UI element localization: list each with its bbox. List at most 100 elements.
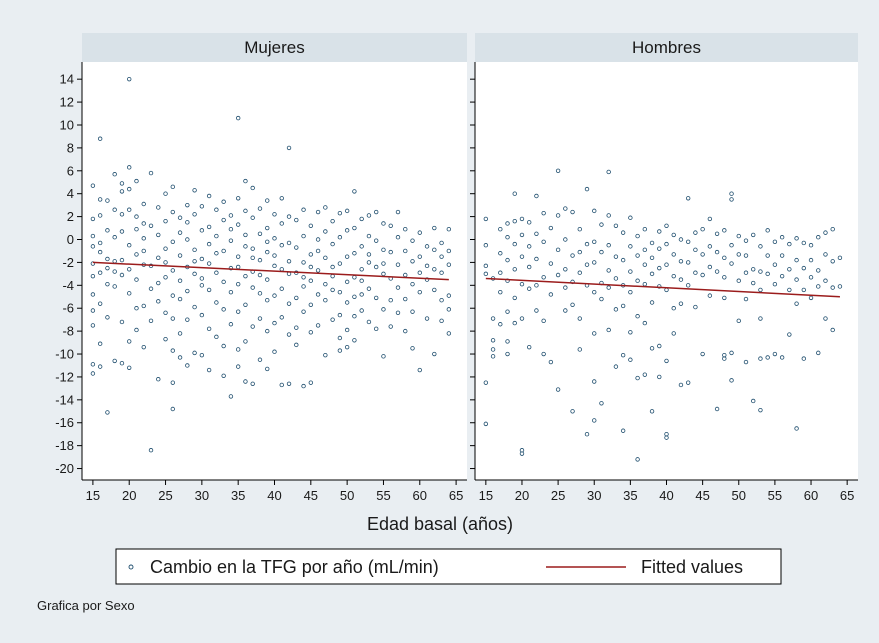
data-point xyxy=(678,382,684,388)
data-point xyxy=(613,276,619,281)
data-point xyxy=(808,243,814,248)
data-point xyxy=(359,308,364,313)
data-point xyxy=(141,344,146,350)
data-point xyxy=(439,254,444,259)
data-point xyxy=(228,226,234,232)
data-point xyxy=(657,246,662,251)
y-tick-label: -8 xyxy=(62,324,74,339)
data-point xyxy=(170,268,176,273)
data-point xyxy=(685,283,691,288)
data-point xyxy=(381,247,386,253)
data-point xyxy=(736,233,741,239)
data-point xyxy=(483,216,489,222)
data-point xyxy=(707,244,713,249)
data-point xyxy=(505,351,510,357)
data-point xyxy=(323,255,328,261)
data-point xyxy=(344,300,350,305)
data-point xyxy=(141,201,146,207)
data-point xyxy=(301,207,306,212)
data-point xyxy=(664,223,669,228)
y-tick-label: -20 xyxy=(55,461,74,476)
data-point xyxy=(90,292,96,297)
data-point xyxy=(512,191,517,196)
x-tick-label: 60 xyxy=(804,488,818,503)
data-point xyxy=(243,178,248,184)
data-point xyxy=(563,308,568,313)
data-point xyxy=(330,317,335,322)
data-point xyxy=(105,256,110,262)
data-point xyxy=(490,354,496,359)
data-point xyxy=(214,270,219,275)
data-point xyxy=(156,255,161,261)
data-point xyxy=(446,293,452,298)
data-point xyxy=(272,236,277,241)
y-tick-label: 6 xyxy=(67,163,74,178)
data-point xyxy=(272,263,277,269)
x-tick-label: 30 xyxy=(195,488,209,503)
data-point xyxy=(808,275,814,280)
data-point xyxy=(337,261,343,266)
data-point xyxy=(823,278,828,283)
data-point xyxy=(410,309,415,314)
data-point xyxy=(548,261,554,266)
data-point xyxy=(127,243,132,248)
data-point xyxy=(483,243,489,248)
data-point xyxy=(592,379,597,384)
data-point xyxy=(548,359,554,365)
data-point xyxy=(700,351,705,357)
data-point xyxy=(206,193,212,199)
data-point xyxy=(119,360,125,366)
data-point xyxy=(163,336,168,342)
data-point xyxy=(177,253,183,258)
data-point xyxy=(148,448,154,453)
data-point xyxy=(808,257,814,263)
data-point xyxy=(678,259,684,264)
data-point xyxy=(816,235,821,240)
data-point xyxy=(243,232,248,238)
data-point xyxy=(279,315,284,320)
data-point xyxy=(381,221,386,226)
data-point xyxy=(830,226,835,232)
data-point xyxy=(177,278,183,283)
data-point xyxy=(729,261,734,266)
data-point xyxy=(787,267,792,272)
data-point xyxy=(801,240,807,246)
data-point xyxy=(192,259,197,264)
data-point xyxy=(649,255,655,261)
x-tick-label: 20 xyxy=(515,488,529,503)
data-point xyxy=(830,259,835,264)
y-tick-label: 0 xyxy=(67,232,74,247)
data-point xyxy=(620,428,626,433)
data-point xyxy=(751,267,756,272)
data-point xyxy=(265,249,270,255)
data-point xyxy=(192,188,197,193)
data-point xyxy=(294,245,299,250)
data-point xyxy=(323,352,328,358)
data-point xyxy=(570,253,575,258)
y-tick-label: -10 xyxy=(55,347,74,362)
data-point xyxy=(417,254,422,259)
data-point xyxy=(344,208,350,214)
data-point xyxy=(97,213,103,218)
legend-fit-label: Fitted values xyxy=(641,557,743,577)
data-point xyxy=(620,352,626,358)
data-point xyxy=(592,260,597,265)
data-point xyxy=(534,308,539,313)
data-point xyxy=(707,216,713,222)
data-point xyxy=(555,247,561,253)
data-point xyxy=(279,221,284,226)
data-point xyxy=(526,286,532,291)
data-point xyxy=(751,398,756,404)
data-point xyxy=(221,199,226,204)
data-point xyxy=(613,364,619,369)
data-point xyxy=(315,237,321,242)
data-point xyxy=(97,364,103,369)
data-point xyxy=(97,270,103,275)
data-point xyxy=(584,186,590,192)
x-tick-label: 30 xyxy=(587,488,601,503)
data-point xyxy=(90,244,96,249)
data-point xyxy=(192,247,197,253)
y-tick-label: 8 xyxy=(67,140,74,155)
data-point xyxy=(779,235,785,240)
panel-strip xyxy=(475,33,858,62)
